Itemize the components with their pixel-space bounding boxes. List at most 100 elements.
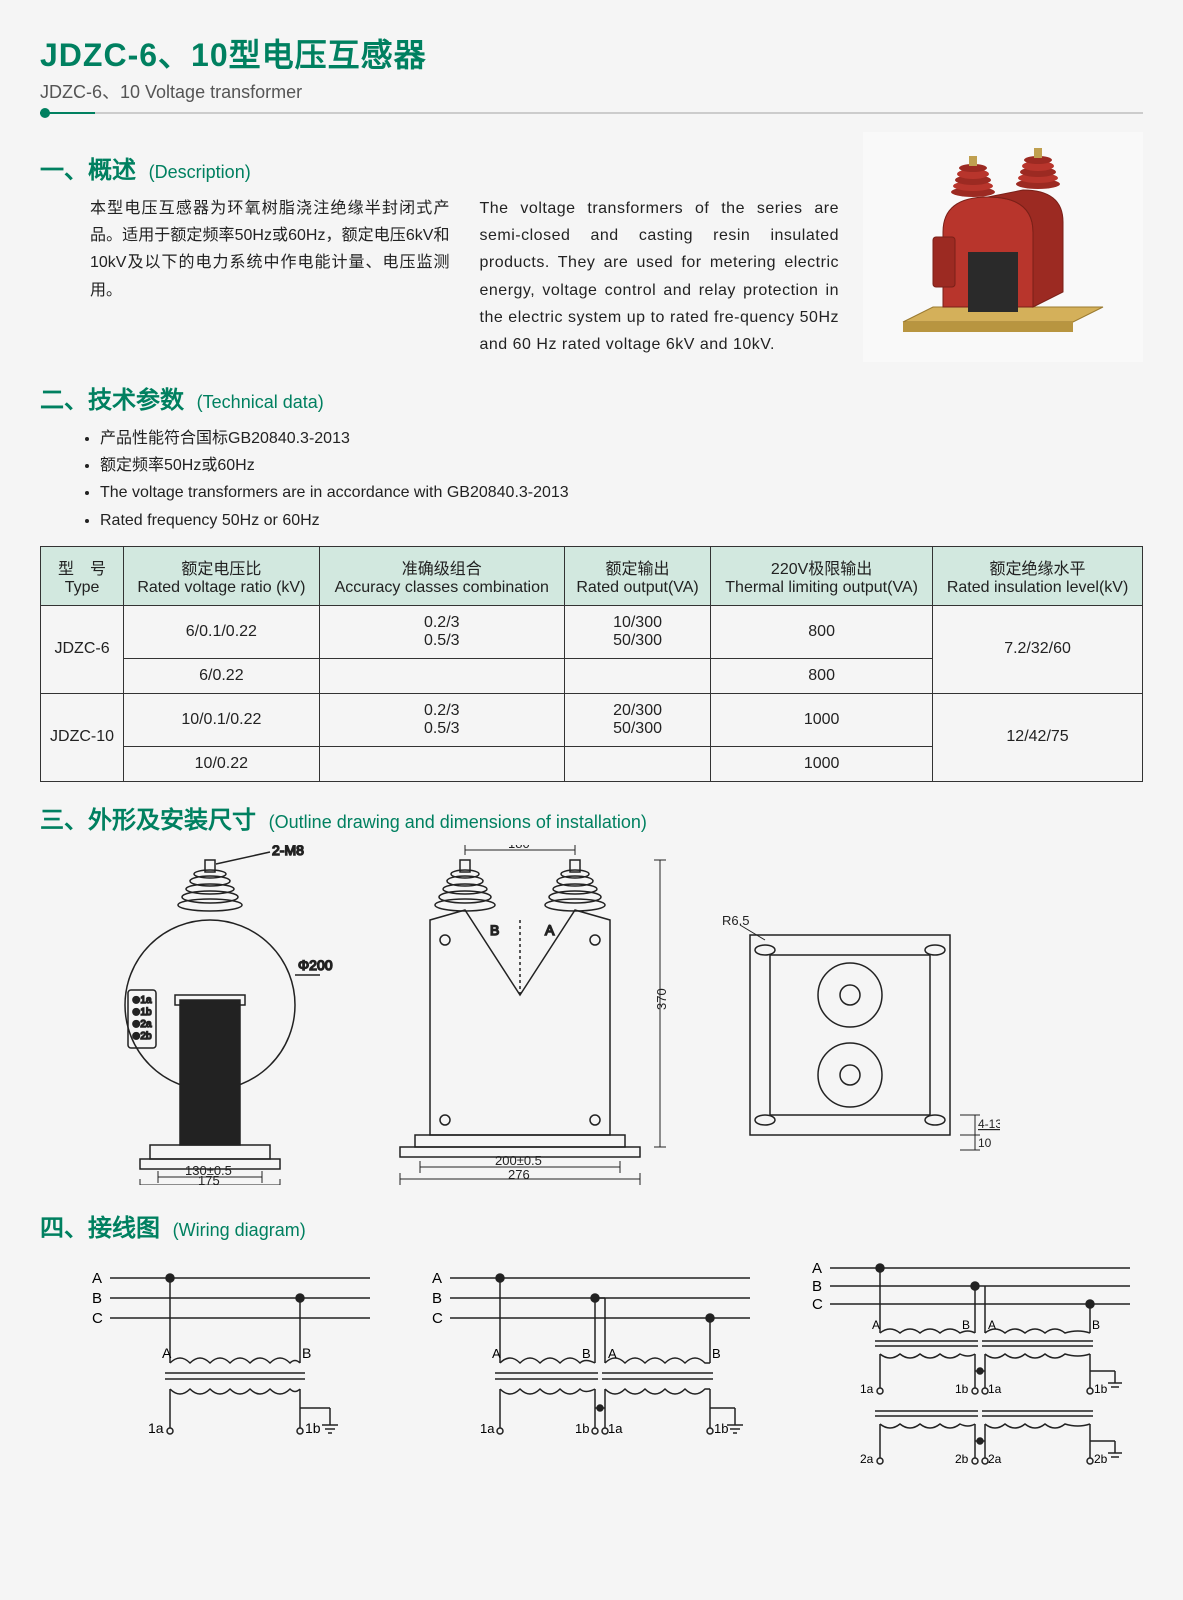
cell: [319, 746, 564, 781]
table-row: JDZC-10 10/0.1/0.22 0.2/3 0.5/3 20/300 5…: [41, 693, 1143, 746]
section-desc-cn: 一、概述: [40, 157, 136, 184]
title-cn: JDZC-6、10型电压互感器: [40, 30, 1143, 76]
svg-text:B: B: [92, 1290, 102, 1307]
svg-text:B: B: [962, 1318, 970, 1332]
svg-text:B: B: [1092, 1318, 1100, 1332]
svg-text:A: A: [432, 1270, 442, 1287]
th-out: 额定输出Rated output(VA): [564, 546, 710, 605]
svg-text:1b: 1b: [305, 1420, 321, 1436]
th-thermal: 220V极限输出Thermal limiting output(VA): [711, 546, 933, 605]
svg-text:4-13: 4-13: [978, 1117, 1000, 1131]
cell: [564, 746, 710, 781]
wiring-diagram-3: A B C AB AB 1a1b 1a1b 2a2b 2a2b: [800, 1253, 1140, 1513]
svg-text:⊕1a: ⊕1a: [132, 995, 152, 1006]
section-outline-cn: 三、外形及安装尺寸: [40, 807, 256, 834]
svg-text:1a: 1a: [148, 1420, 164, 1436]
desc-text-cn: 本型电压互感器为环氧树脂浇注绝缘半封闭式产品。适用于额定频率50Hz或60Hz，…: [90, 195, 450, 358]
svg-text:B: B: [712, 1346, 721, 1361]
bullet: 额定频率50Hz或60Hz: [100, 452, 1143, 479]
section-tech-en: (Technical data): [197, 392, 324, 412]
table-header-row: 型 号Type 额定电压比Rated voltage ratio (kV) 准确…: [41, 546, 1143, 605]
section-outline-en: (Outline drawing and dimensions of insta…: [269, 812, 647, 832]
section-tech-cn: 二、技术参数: [40, 387, 184, 414]
cell: 10/300 50/300: [564, 605, 710, 658]
svg-text:370: 370: [654, 988, 669, 1010]
svg-text:Φ200: Φ200: [298, 957, 333, 973]
table-row: JDZC-6 6/0.1/0.22 0.2/3 0.5/3 10/300 50/…: [41, 605, 1143, 658]
drawing-front: B A 180 370 200±0.5 276: [370, 845, 690, 1190]
wiring-diagram-2: A B C A B A B 1a 1b 1a 1b: [420, 1253, 760, 1453]
svg-text:276: 276: [508, 1167, 530, 1182]
svg-text:1a: 1a: [608, 1421, 623, 1436]
svg-text:A: A: [608, 1346, 617, 1361]
bullet: The voltage transformers are in accordan…: [100, 479, 1143, 506]
svg-text:A: A: [92, 1270, 102, 1287]
section-tech-head: 二、技术参数 (Technical data): [40, 380, 1143, 415]
cell: 1000: [711, 693, 933, 746]
section-wiring-en: (Wiring diagram): [173, 1220, 306, 1240]
svg-text:1a: 1a: [988, 1382, 1002, 1396]
cell: 800: [711, 658, 933, 693]
svg-text:A: A: [872, 1318, 880, 1332]
svg-text:1b: 1b: [955, 1382, 969, 1396]
svg-text:1b: 1b: [1094, 1382, 1108, 1396]
svg-text:2a: 2a: [988, 1452, 1002, 1466]
section-outline-head: 三、外形及安装尺寸 (Outline drawing and dimension…: [40, 800, 1143, 835]
section-desc-en: (Description): [149, 162, 251, 182]
wiring-row: A B C A B 1a 1b A: [40, 1253, 1143, 1513]
svg-text:C: C: [432, 1310, 443, 1327]
th-acc: 准确级组合Accuracy classes combination: [319, 546, 564, 605]
section-desc-head: 一、概述 (Description): [40, 150, 839, 185]
svg-text:1b: 1b: [575, 1421, 589, 1436]
svg-text:A: A: [492, 1346, 501, 1361]
cell: 0.2/3 0.5/3: [319, 605, 564, 658]
svg-text:⊕2a: ⊕2a: [132, 1019, 152, 1030]
th-type: 型 号Type: [41, 546, 124, 605]
svg-text:B: B: [490, 922, 499, 938]
svg-text:B: B: [812, 1278, 822, 1295]
section-wiring-head: 四、接线图 (Wiring diagram): [40, 1208, 1143, 1243]
svg-text:2-M8: 2-M8: [272, 845, 304, 858]
product-photo: [863, 132, 1143, 362]
wiring-diagram-1: A B C A B 1a 1b: [80, 1253, 380, 1453]
title-en: JDZC-6、10 Voltage transformer: [40, 78, 1143, 104]
cell: 6/0.1/0.22: [124, 605, 319, 658]
svg-text:⊕2b: ⊕2b: [132, 1031, 152, 1042]
svg-text:B: B: [302, 1345, 311, 1361]
bullet: 产品性能符合国标GB20840.3-2013: [100, 425, 1143, 452]
svg-text:A: A: [545, 922, 555, 938]
bullet: Rated frequency 50Hz or 60Hz: [100, 507, 1143, 534]
drawings-row: 2-M8 Φ200 ⊕1a ⊕1b ⊕2a ⊕2b: [40, 845, 1143, 1190]
svg-text:⊕1b: ⊕1b: [132, 1007, 152, 1018]
svg-text:10: 10: [978, 1136, 992, 1150]
cell: 1000: [711, 746, 933, 781]
desc-text-en: The voltage transformers of the series a…: [480, 195, 840, 358]
svg-text:2b: 2b: [1094, 1452, 1108, 1466]
th-ins: 额定绝缘水平Rated insulation level(kV): [933, 546, 1143, 605]
svg-text:1a: 1a: [860, 1382, 874, 1396]
svg-text:R6.5: R6.5: [722, 913, 749, 928]
cell: 0.2/3 0.5/3: [319, 693, 564, 746]
svg-text:1a: 1a: [480, 1421, 495, 1436]
svg-text:C: C: [812, 1296, 823, 1313]
svg-text:B: B: [432, 1290, 442, 1307]
cell: 20/300 50/300: [564, 693, 710, 746]
svg-text:2a: 2a: [860, 1452, 874, 1466]
drawing-side: 2-M8 Φ200 ⊕1a ⊕1b ⊕2a ⊕2b: [80, 845, 340, 1190]
cell: 6/0.22: [124, 658, 319, 693]
svg-text:2b: 2b: [955, 1452, 969, 1466]
cell: [564, 658, 710, 693]
svg-text:200±0.5: 200±0.5: [495, 1153, 542, 1168]
title-divider: [40, 112, 1143, 114]
svg-text:A: A: [812, 1260, 822, 1277]
drawing-top: R6.5 4-13 10: [720, 905, 1000, 1190]
spec-table: 型 号Type 额定电压比Rated voltage ratio (kV) 准确…: [40, 546, 1143, 782]
th-ratio: 额定电压比Rated voltage ratio (kV): [124, 546, 319, 605]
cell: 10/0.1/0.22: [124, 693, 319, 746]
svg-text:B: B: [582, 1346, 591, 1361]
cell: 12/42/75: [933, 693, 1143, 781]
page-title-block: JDZC-6、10型电压互感器 JDZC-6、10 Voltage transf…: [40, 30, 1143, 104]
cell: 800: [711, 605, 933, 658]
section-wiring-cn: 四、接线图: [40, 1215, 160, 1242]
svg-text:1b: 1b: [714, 1421, 728, 1436]
